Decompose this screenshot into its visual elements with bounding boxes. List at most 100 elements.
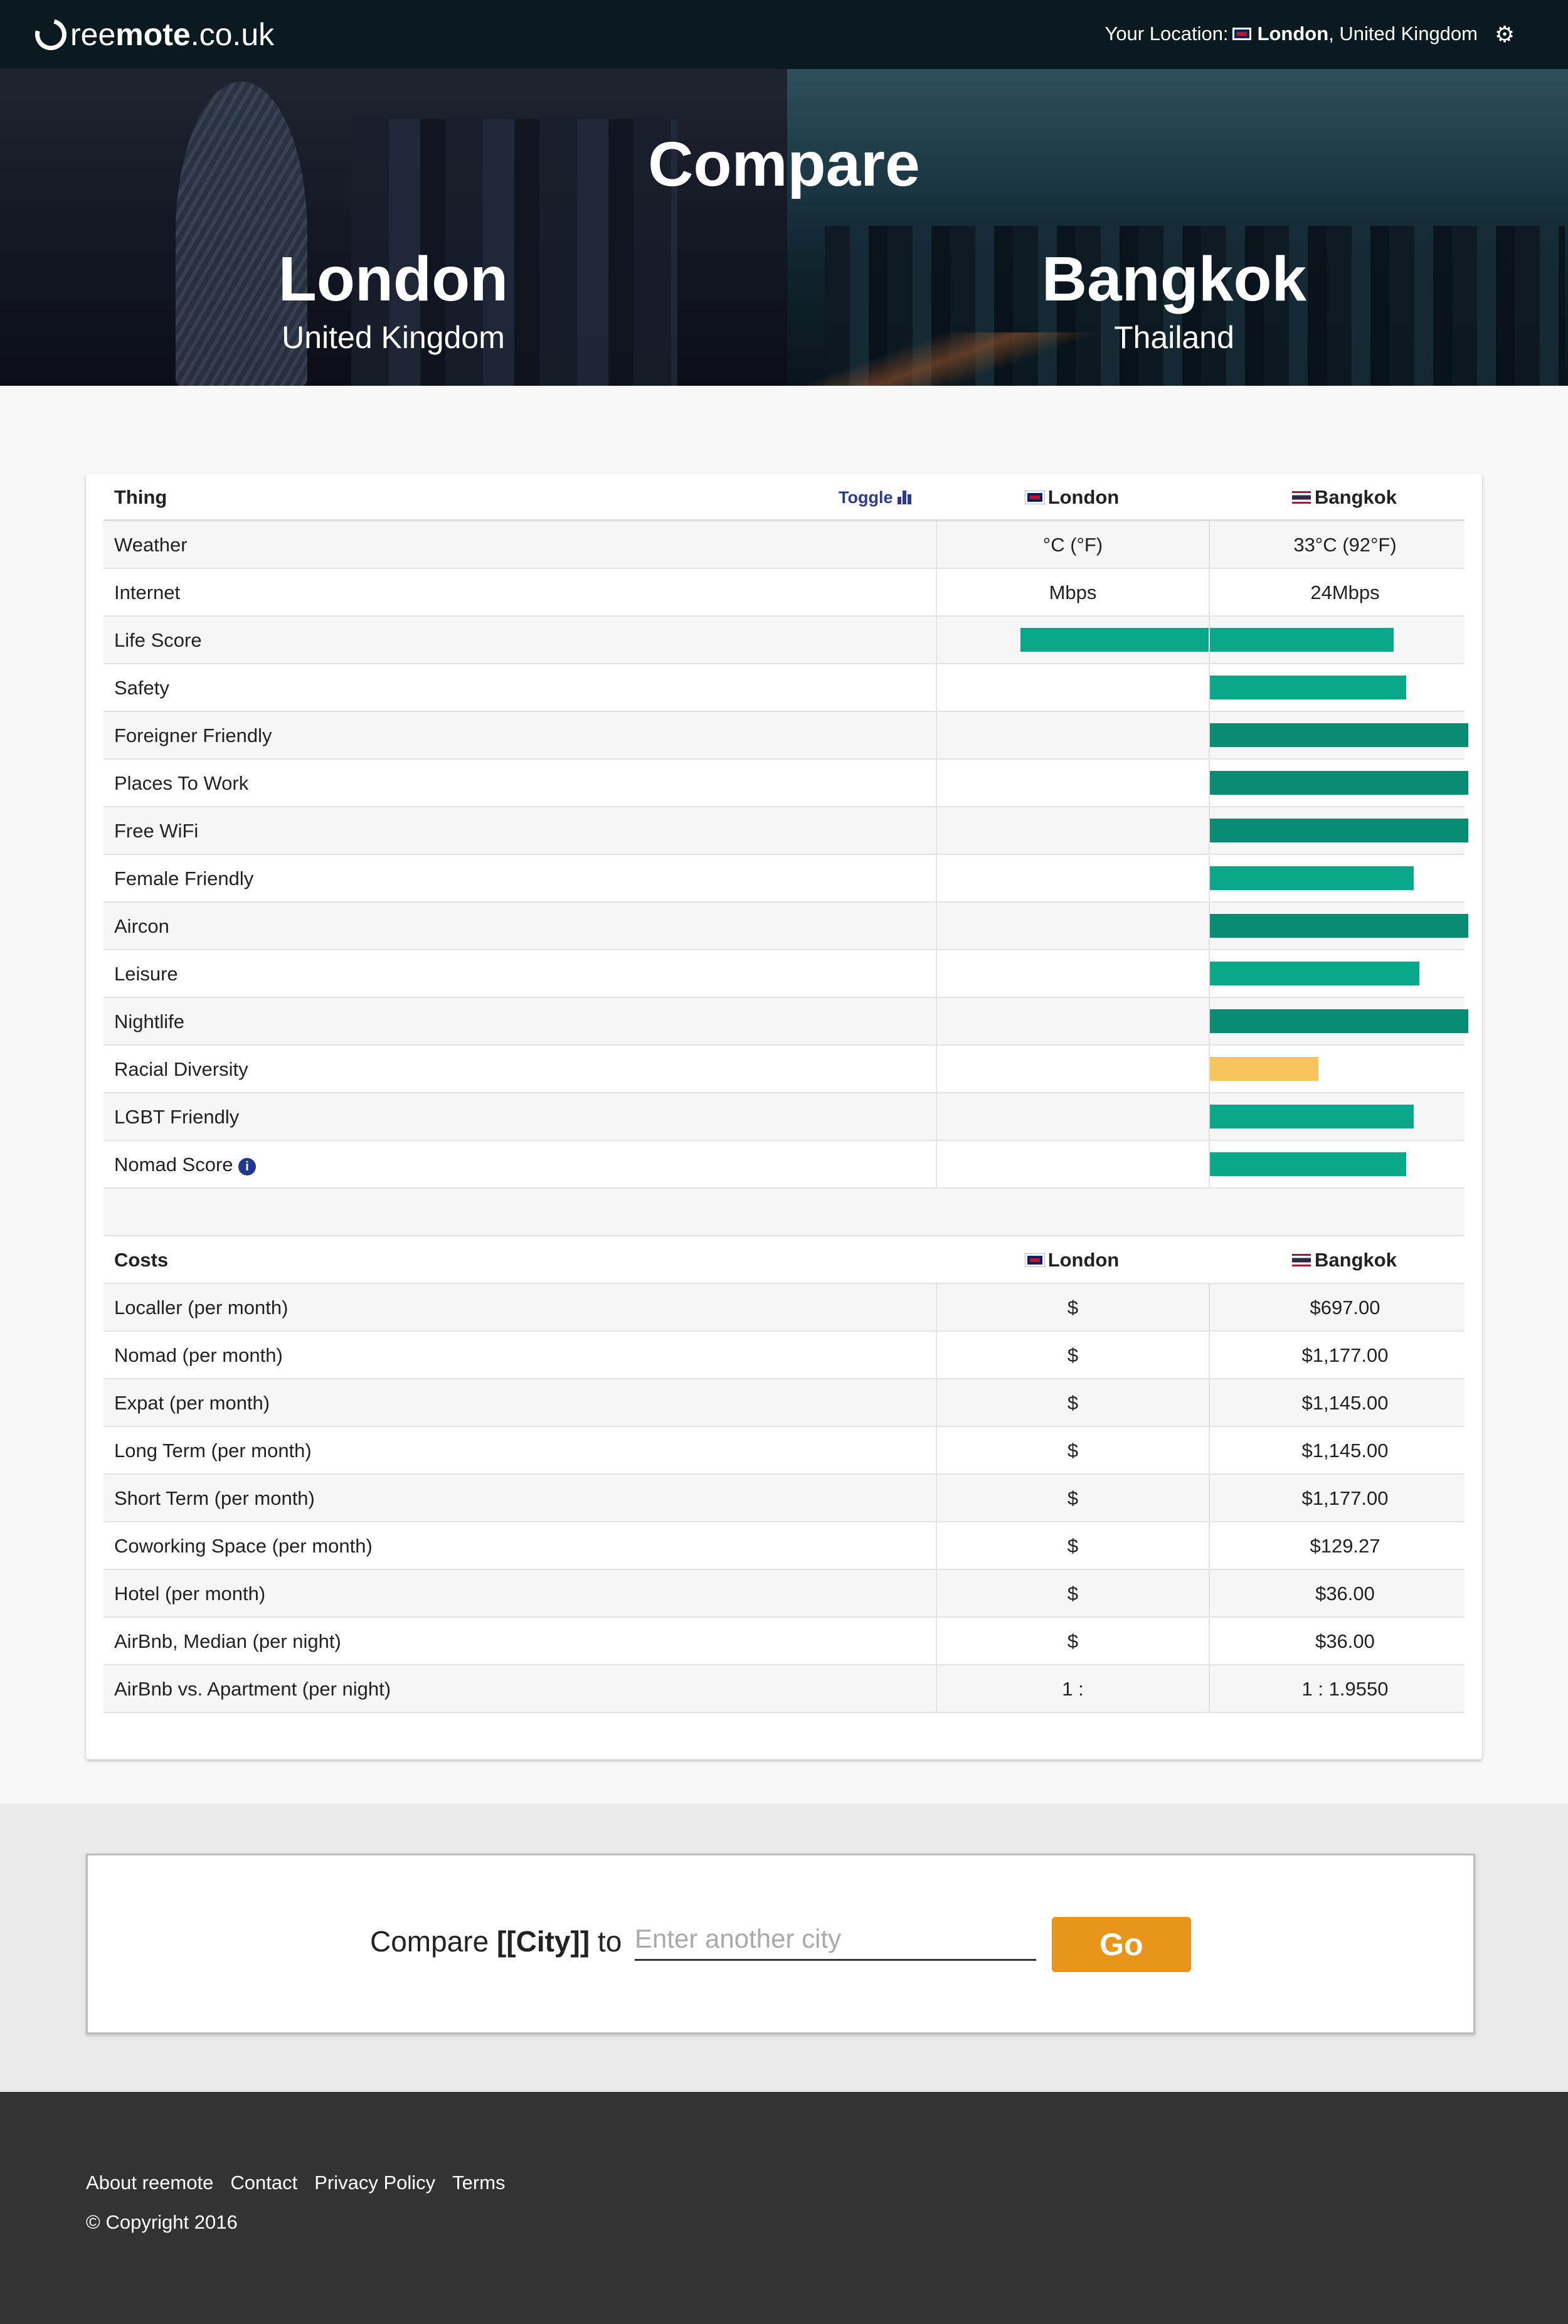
cost-label: AirBnb, Median (per night) <box>114 1630 341 1652</box>
score-london-cell <box>936 855 1209 903</box>
uk-flag-icon <box>1025 1254 1044 1266</box>
internet-london: Mbps <box>936 569 1209 617</box>
score-bangkok-cell <box>1209 1093 1480 1141</box>
footer-link-privacy[interactable]: Privacy Policy <box>314 2172 436 2194</box>
logo-refresh-icon <box>29 13 73 56</box>
score-bar-bangkok <box>1210 628 1394 652</box>
score-london-cell <box>936 950 1209 998</box>
cost-row: Hotel (per month) $ $36.00 <box>103 1570 1465 1618</box>
cost-label: Localler (per month) <box>114 1297 289 1319</box>
score-row: Free WiFi <box>103 807 1468 855</box>
score-london-cell <box>936 1046 1209 1093</box>
score-row: Female Friendly <box>103 855 1465 903</box>
cost-label: Nomad (per month) <box>114 1344 283 1366</box>
cost-bangkok: $697.00 <box>1209 1284 1480 1332</box>
footer-link-contact[interactable]: Contact <box>230 2172 298 2194</box>
costs-header-bangkok: Bangkok <box>1209 1236 1480 1284</box>
score-london-cell <box>936 617 1209 664</box>
bangkok-skyline-image <box>787 69 1568 386</box>
london-skyline-image <box>0 69 787 386</box>
score-row: Aircon <box>103 903 1468 950</box>
score-label: Racial Diversity <box>114 1058 248 1080</box>
score-row: Places To Work <box>103 760 1468 807</box>
uk-flag-icon <box>1025 491 1044 504</box>
user-location[interactable]: Your Location: London , United Kingdom <box>1104 23 1478 45</box>
thailand-flag-icon <box>1292 491 1311 504</box>
score-london-cell <box>936 712 1209 760</box>
score-bangkok-cell <box>1209 760 1480 807</box>
score-bangkok-cell <box>1209 903 1480 950</box>
score-label: Female Friendly <box>114 868 254 889</box>
info-icon[interactable]: i <box>238 1158 256 1175</box>
country-name-right: Thailand <box>1114 320 1234 355</box>
score-bar-bangkok <box>1210 771 1468 795</box>
internet-bangkok: 24Mbps <box>1209 569 1480 617</box>
toggle-label: Toggle <box>839 488 893 507</box>
logo-text-post: .co.uk <box>190 17 275 52</box>
city-search-input[interactable] <box>635 1918 1036 1961</box>
cost-label: Short Term (per month) <box>114 1487 315 1509</box>
cost-row: AirBnb vs. Apartment (per night) 1 :1 : 1… <box>103 1665 1465 1713</box>
score-london-cell <box>936 1141 1209 1189</box>
score-row: Nightlife <box>103 998 1468 1046</box>
site-logo[interactable]: ree mote .co.uk <box>29 13 275 56</box>
score-bangkok-cell <box>1209 1141 1480 1189</box>
score-bar-bangkok <box>1210 1057 1318 1081</box>
cost-row: Nomad (per month) $ $1,177.00 <box>103 1332 1465 1379</box>
cost-bangkok: $1,145.00 <box>1209 1427 1480 1475</box>
cost-row: Localler (per month) $ $697.00 <box>103 1284 1465 1332</box>
weather-bangkok: 33°C (92°F) <box>1209 521 1480 569</box>
footer-links: About reemote Contact Privacy Policy Ter… <box>86 2172 522 2194</box>
table-header: Thing Toggle London Bangkok <box>103 474 1465 521</box>
country-name-left: United Kingdom <box>282 320 505 355</box>
score-london-cell <box>936 760 1209 807</box>
costs-header: Costs London Bangkok <box>103 1236 1465 1284</box>
score-label: LGBT Friendly <box>114 1106 240 1128</box>
cost-label: Expat (per month) <box>114 1392 270 1414</box>
cost-london: $ <box>936 1332 1209 1379</box>
score-label: Nomad Score <box>114 1154 233 1175</box>
header-bangkok: Bangkok <box>1209 474 1480 521</box>
cost-row: AirBnb, Median (per night) $ $36.00 <box>103 1618 1465 1665</box>
cost-london: $ <box>936 1475 1209 1522</box>
cost-label: Hotel (per month) <box>114 1583 266 1605</box>
cost-bangkok: $1,145.00 <box>1209 1379 1480 1427</box>
score-label: Safety <box>114 677 169 699</box>
compare-prompt: Compare [[City]] to <box>370 1925 622 1958</box>
footer-link-terms[interactable]: Terms <box>452 2172 506 2194</box>
score-row: Racial Diversity <box>103 1046 1465 1093</box>
score-bar-bangkok <box>1210 819 1468 842</box>
score-row: Safety <box>103 664 1465 712</box>
score-bar-bangkok <box>1210 723 1468 747</box>
hero-city-right: Bangkok Thailand <box>955 248 1394 353</box>
score-bangkok-cell <box>1209 855 1480 903</box>
cost-london: $ <box>936 1618 1209 1665</box>
cost-label: Long Term (per month) <box>114 1440 312 1462</box>
cost-london: $ <box>936 1284 1209 1332</box>
score-label: Foreigner Friendly <box>114 724 272 746</box>
hero-city-left: London United Kingdom <box>174 248 613 353</box>
uk-flag-icon <box>1232 28 1251 40</box>
cost-row: Coworking Space (per month) $ $129.27 <box>103 1522 1465 1570</box>
score-bangkok-cell <box>1209 664 1480 712</box>
toggle-button[interactable]: Toggle <box>839 474 913 521</box>
score-label: Aircon <box>114 915 169 937</box>
score-bar-bangkok <box>1210 676 1406 699</box>
score-bar-bangkok <box>1210 1009 1468 1033</box>
go-button[interactable]: Go <box>1052 1917 1191 1972</box>
gear-icon[interactable]: ⚙ <box>1494 21 1515 47</box>
score-bar-bangkok <box>1210 866 1414 890</box>
compare-hero: Compare London United Kingdom Bangkok Th… <box>0 69 1568 386</box>
cost-london: $ <box>936 1427 1209 1475</box>
score-bar-bangkok <box>1210 914 1468 938</box>
compare-box: Compare [[City]] to Go <box>86 1854 1475 2034</box>
score-london-cell <box>936 998 1209 1046</box>
score-row: Foreigner Friendly <box>103 712 1468 760</box>
footer-link-about[interactable]: About reemote <box>86 2172 214 2194</box>
score-bar-bangkok <box>1210 962 1419 985</box>
logo-text-bold: mote <box>115 17 191 52</box>
score-london-cell <box>936 1093 1209 1141</box>
city-token: [[City]] <box>496 1925 590 1958</box>
cost-row: Long Term (per month) $ $1,145.00 <box>103 1427 1465 1475</box>
cost-label: Coworking Space (per month) <box>114 1535 373 1557</box>
